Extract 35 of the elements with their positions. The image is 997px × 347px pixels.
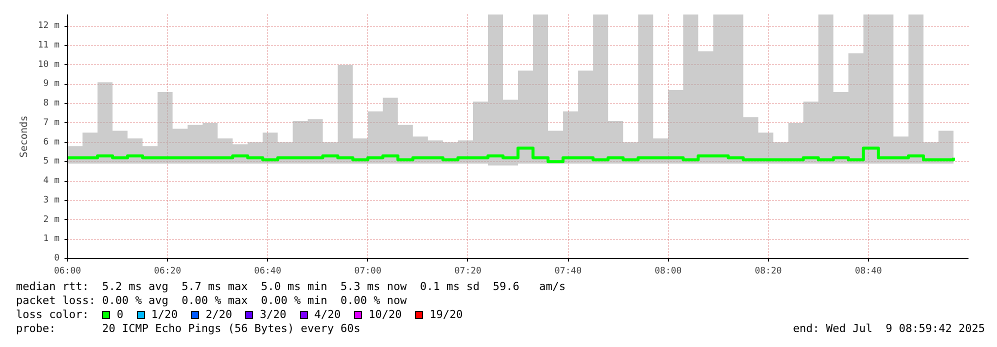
text: median rtt: 5.2 ms avg 5.7 ms max 5.0 ms min 5.3 ms now 0.1 ms sd 59.6 am/s	[16, 280, 566, 293]
x-tick-label: 07:20	[454, 266, 482, 276]
y-tick-label: 8 m	[43, 98, 60, 109]
legend-label: 4/20	[314, 308, 341, 321]
legend-label: 0	[116, 308, 124, 321]
legend-label: 10/20	[368, 308, 402, 321]
text: end: Wed Jul 9 08:59:42 2025	[792, 322, 986, 336]
x-tick-label: 07:00	[354, 266, 382, 276]
y-tick-label: 1 m	[43, 234, 60, 244]
y-tick-label: 10 m	[38, 60, 60, 70]
x-tick-label: 08:40	[854, 266, 882, 276]
x-tick-label: 07:40	[554, 266, 582, 276]
y-tick-label: 5 m	[43, 156, 60, 167]
legend-label: 19/20	[430, 308, 463, 321]
y-tick-label: 7 m	[43, 118, 60, 128]
y-tick-label: 0	[54, 254, 60, 264]
legend-title: loss color:	[16, 308, 89, 321]
y-tick-label: 4 m	[43, 176, 60, 186]
legend-label: 2/20	[206, 308, 232, 321]
y-tick-label: 2 m	[43, 214, 60, 225]
x-tick-label: 06:00	[54, 266, 82, 276]
legend-label: 1/20	[151, 308, 178, 321]
x-tick-label: 06:20	[154, 266, 182, 276]
x-tick-label: 06:40	[254, 266, 282, 276]
y-tick-label: 12 m	[38, 21, 60, 32]
x-tick-label: 08:00	[654, 266, 682, 276]
y-tick-label: 11 m	[38, 40, 60, 50]
legend-label: 3/20	[260, 308, 286, 321]
text: packet loss: 0.00 % avg 0.00 % max 0.00 % min 0.00 % now	[16, 294, 407, 307]
x-tick-label: 08:20	[754, 266, 782, 276]
y-tick-label: 9 m	[43, 79, 60, 90]
y-axis-title: Seconds	[18, 115, 30, 158]
y-tick-label: 6 m	[43, 137, 60, 148]
y-tick-label: 3 m	[43, 195, 60, 206]
text: probe: 20 ICMP Echo Pings (56 Bytes) every 60s	[16, 322, 360, 336]
